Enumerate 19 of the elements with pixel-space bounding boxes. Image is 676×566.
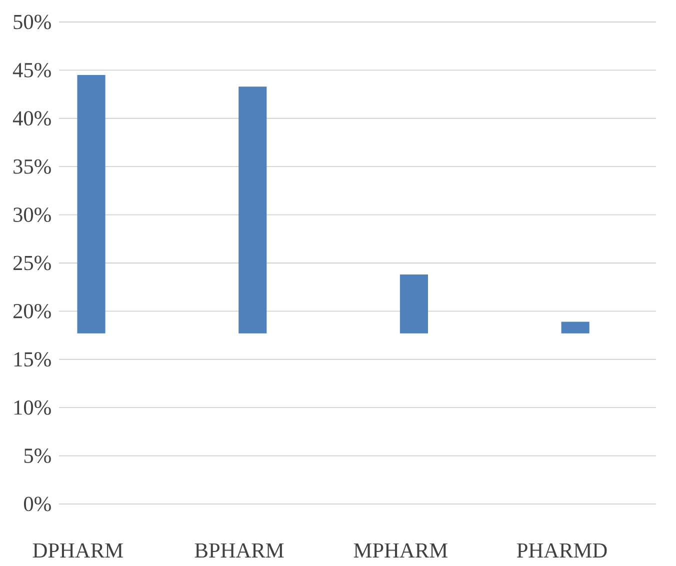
x-tick-label: BPHARM	[194, 543, 284, 558]
y-tick-label: 15%	[14, 352, 51, 367]
y-tick-label: 5%	[24, 448, 51, 464]
y-tick-label: 25%	[13, 256, 51, 270]
bar	[561, 322, 590, 334]
y-tick-label: 0%	[24, 496, 51, 512]
x-tick-label: MPHARM	[354, 543, 448, 558]
y-tick-label: 40%	[12, 111, 51, 126]
bar	[77, 75, 106, 334]
y-tick-label: 30%	[14, 208, 51, 222]
x-tick-label: PHARMD	[516, 543, 607, 558]
y-tick-label: 20%	[13, 304, 51, 318]
y-tick-label: 35%	[14, 159, 51, 174]
bar	[400, 274, 428, 334]
x-tick-label: DPHARM	[32, 543, 123, 558]
y-tick-label: 50%	[14, 14, 51, 30]
y-tick-label: 10%	[14, 400, 51, 415]
bar	[238, 86, 267, 334]
y-tick-label: 45%	[12, 62, 51, 78]
